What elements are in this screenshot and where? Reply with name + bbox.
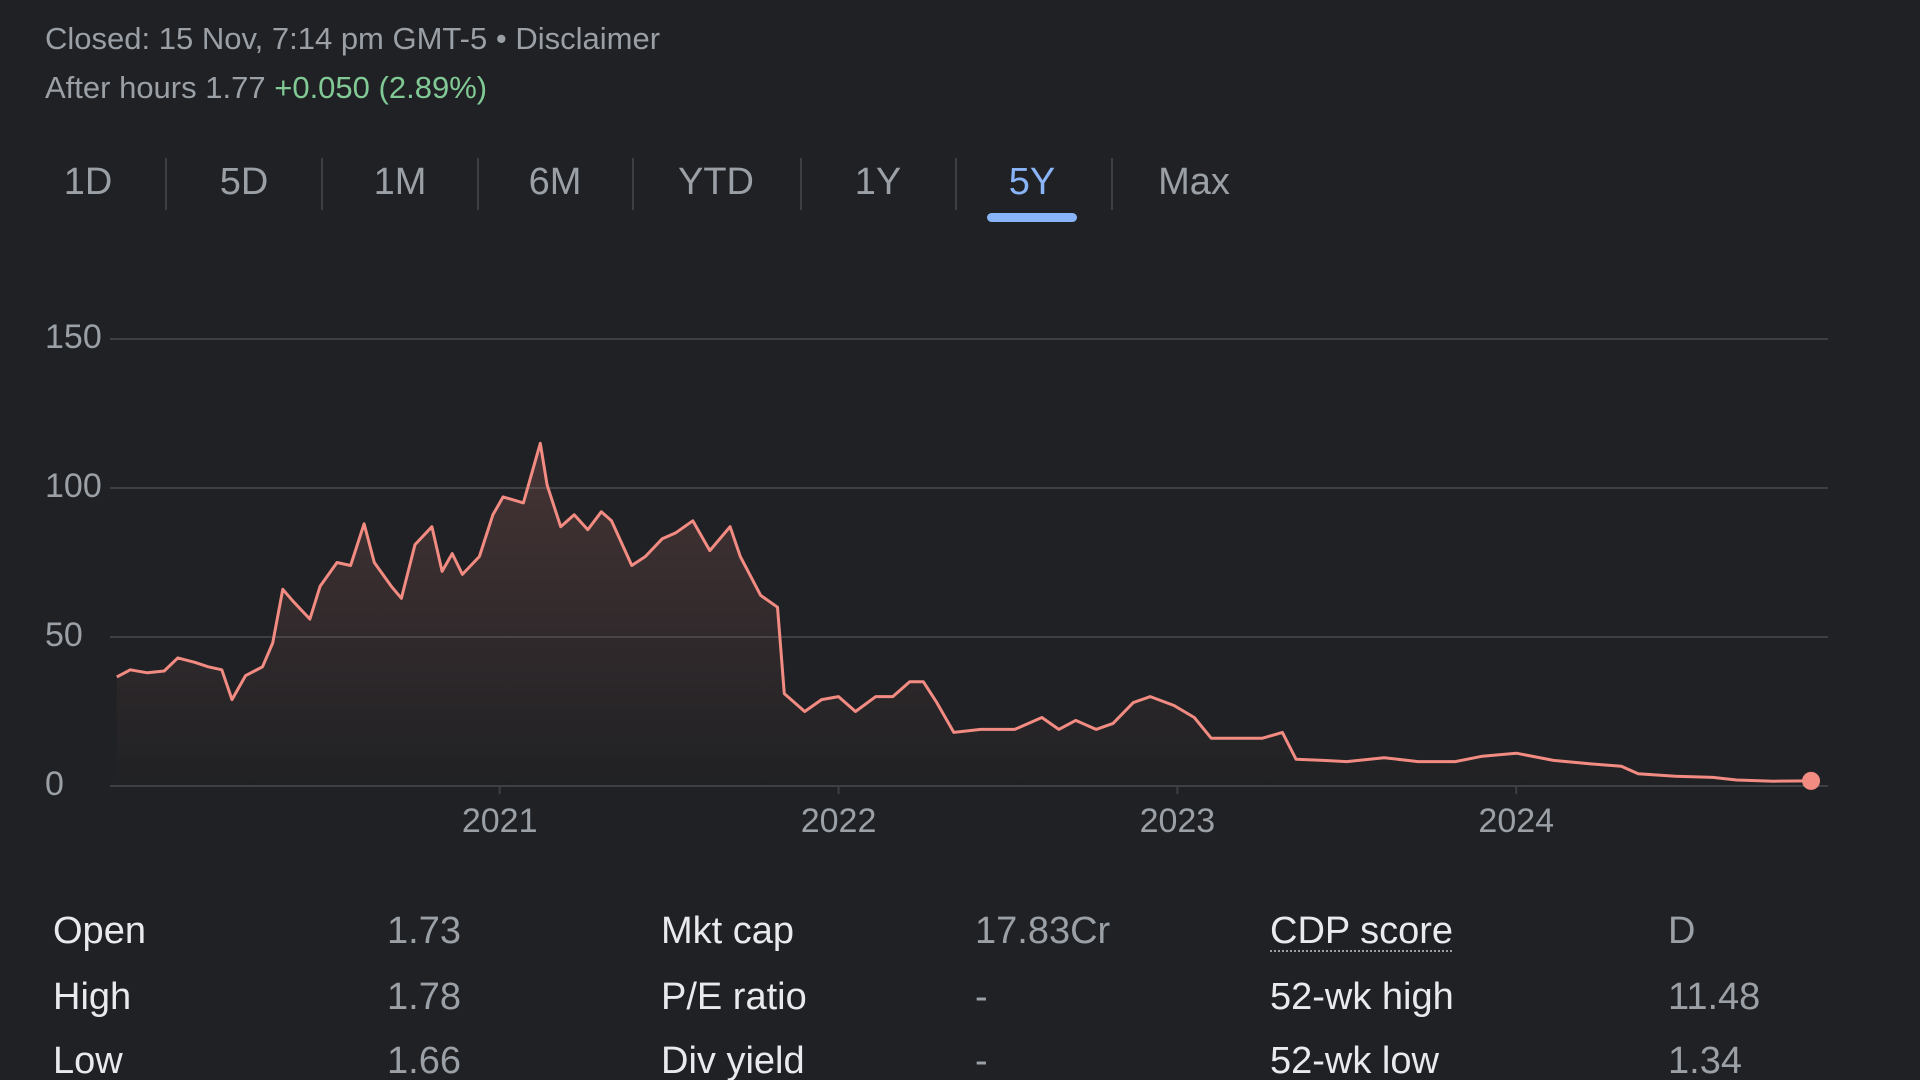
stat-value: 1.78: [387, 976, 461, 1018]
y-tick-label: 100: [45, 467, 102, 505]
y-tick-label: 0: [45, 765, 64, 803]
stat-value: 17.83Cr: [975, 910, 1111, 952]
disclaimer-link[interactable]: Disclaimer: [515, 21, 660, 56]
stat-label: 52-wk low: [1270, 1040, 1439, 1080]
x-tick-label: 2024: [1478, 802, 1554, 840]
stat-label: Mkt cap: [661, 910, 794, 952]
stat-value: 1.73: [387, 910, 461, 952]
stat-value: 1.66: [387, 1040, 461, 1080]
tab[interactable]: 1Y: [855, 161, 901, 203]
stat-label[interactable]: CDP score: [1270, 910, 1453, 952]
price-line: [116, 441, 1812, 783]
last-point: [1802, 771, 1821, 790]
stat-value: 1.34: [1668, 1040, 1742, 1080]
stat-value: -: [975, 976, 988, 1018]
tab-indicator: [987, 213, 1077, 222]
stat-label: Low: [53, 1040, 123, 1080]
tab[interactable]: 5Y: [1009, 161, 1055, 203]
x-tick-label: 2022: [801, 802, 877, 840]
stat-value: -: [975, 1040, 988, 1080]
stat-label: P/E ratio: [661, 976, 807, 1018]
area: [116, 443, 1812, 786]
tab[interactable]: Max: [1158, 161, 1230, 203]
stat-label: 52-wk high: [1270, 976, 1454, 1018]
y-tick-label: 150: [45, 318, 102, 356]
stat-label: Div yield: [661, 1040, 805, 1080]
stat-value: 11.48: [1668, 976, 1760, 1018]
stat-label: High: [53, 976, 131, 1018]
stat-label: Open: [53, 910, 146, 952]
after-hours: After hours 1.77 +0.050 (2.89%): [45, 70, 487, 105]
tab[interactable]: 1D: [64, 161, 113, 203]
x-tick-label: 2021: [462, 802, 538, 840]
tab[interactable]: 6M: [529, 161, 582, 203]
tab[interactable]: 1M: [374, 161, 427, 203]
stat-value: D: [1668, 910, 1695, 952]
y-tick-label: 50: [45, 616, 83, 654]
tab[interactable]: YTD: [678, 161, 754, 203]
x-tick-label: 2023: [1140, 802, 1216, 840]
tab[interactable]: 5D: [220, 161, 269, 203]
status-text: Closed: 15 Nov, 7:14 pm GMT-5 • Disclaim…: [45, 21, 660, 56]
